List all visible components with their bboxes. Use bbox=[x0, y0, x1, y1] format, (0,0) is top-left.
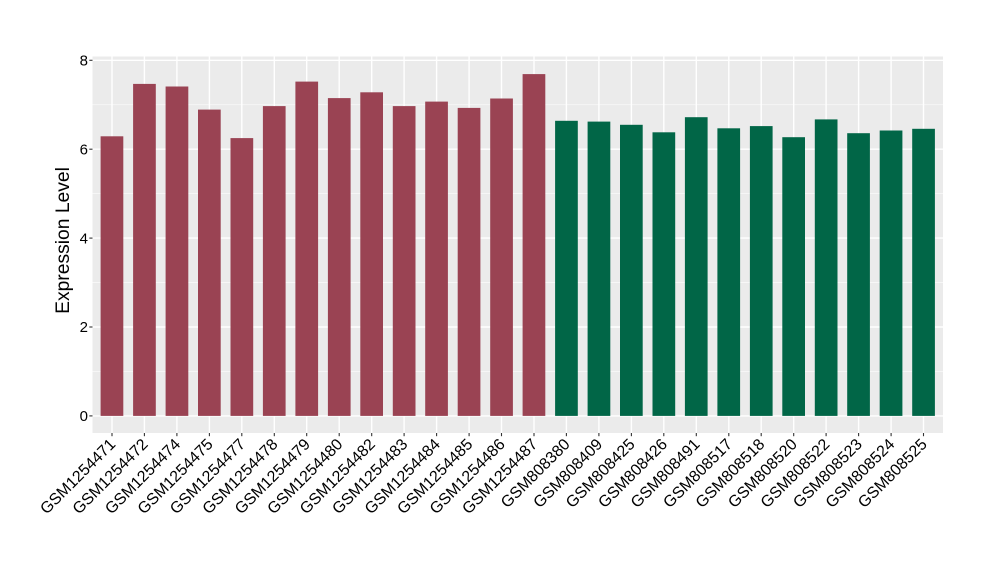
svg-text:2: 2 bbox=[80, 319, 88, 336]
svg-text:Expression Level: Expression Level bbox=[53, 167, 74, 314]
svg-text:0: 0 bbox=[80, 408, 88, 425]
svg-text:4: 4 bbox=[80, 230, 88, 247]
svg-text:6: 6 bbox=[80, 141, 88, 158]
svg-text:8: 8 bbox=[80, 53, 88, 70]
